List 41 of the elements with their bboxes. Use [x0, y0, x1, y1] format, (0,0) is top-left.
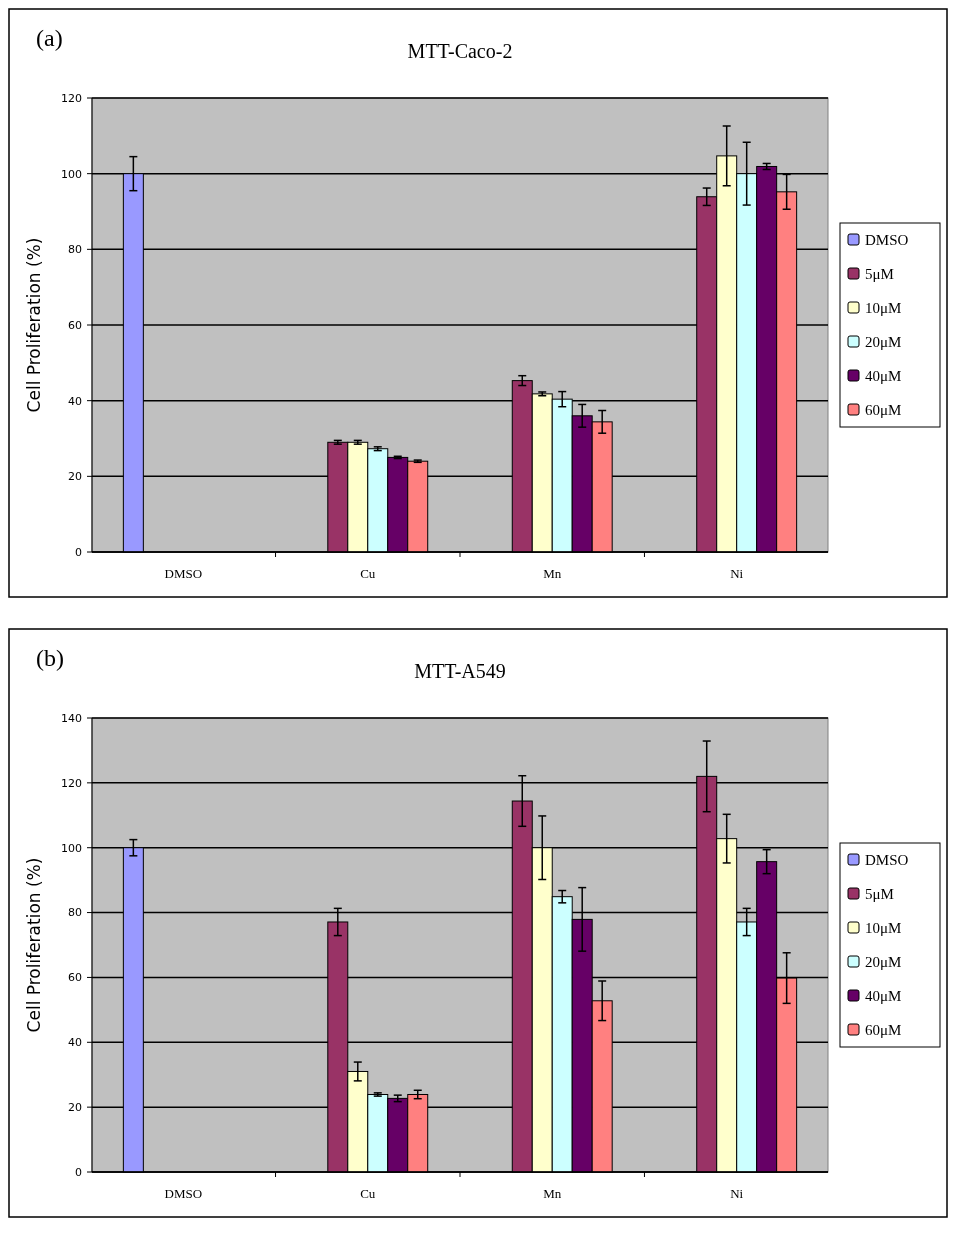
- y-tick-label: 120: [61, 91, 82, 105]
- x-tick-label: Mn: [543, 1186, 562, 1201]
- x-tick-label: Ni: [730, 566, 744, 581]
- y-tick-label: 0: [75, 545, 82, 559]
- y-tick-label: 0: [75, 1165, 82, 1179]
- x-tick-label: Cu: [360, 1186, 376, 1201]
- legend-label: 10μM: [865, 300, 902, 317]
- y-tick-label: 140: [61, 711, 82, 725]
- y-tick-label: 20: [68, 470, 82, 484]
- y-tick-label: 120: [61, 776, 82, 790]
- legend-label: 40μM: [865, 988, 902, 1005]
- y-axis-title: Cell Proliferation (%): [24, 857, 44, 1033]
- y-tick-label: 100: [61, 841, 82, 855]
- chart-title: MTT-A549: [414, 660, 506, 682]
- x-tick-label: DMSO: [164, 566, 203, 581]
- y-tick-label: 80: [68, 906, 82, 920]
- legend-label: 60μM: [865, 402, 902, 419]
- x-tick-label: Ni: [730, 1186, 744, 1201]
- legend-label: DMSO: [865, 852, 909, 869]
- x-tick-label: Cu: [360, 566, 376, 581]
- text: (a): [36, 25, 63, 51]
- y-tick-label: 60: [68, 318, 82, 332]
- legend-label: 20μM: [865, 334, 902, 351]
- y-tick-label: 40: [68, 1036, 82, 1050]
- legend-label: 20μM: [865, 954, 902, 971]
- legend-label: 5μM: [865, 266, 894, 283]
- legend-label: DMSO: [865, 232, 909, 249]
- y-axis-title: Cell Proliferation (%): [24, 237, 44, 413]
- y-tick-label: 60: [68, 971, 82, 985]
- legend-label: 40μM: [865, 368, 902, 385]
- y-tick-label: 80: [68, 243, 82, 257]
- legend-label: 60μM: [865, 1022, 902, 1039]
- x-tick-label: DMSO: [164, 1186, 203, 1201]
- legend-label: 10μM: [865, 920, 902, 937]
- y-tick-label: 40: [68, 394, 82, 408]
- chart-title: MTT-Caco-2: [407, 40, 513, 62]
- text: (b): [36, 645, 64, 671]
- legend-label: 5μM: [865, 886, 894, 903]
- y-tick-label: 20: [68, 1100, 82, 1114]
- x-tick-label: Mn: [543, 566, 562, 581]
- y-tick-label: 100: [61, 167, 82, 181]
